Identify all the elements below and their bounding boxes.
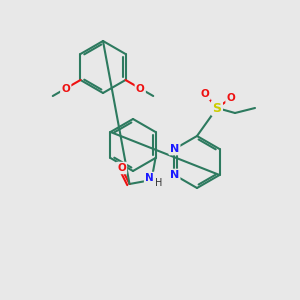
Text: N: N xyxy=(170,144,179,154)
Text: O: O xyxy=(136,83,145,94)
Text: O: O xyxy=(117,163,126,173)
Text: N: N xyxy=(145,173,154,183)
Text: S: S xyxy=(212,101,221,115)
Text: O: O xyxy=(201,89,209,99)
Text: H: H xyxy=(155,178,162,188)
Text: O: O xyxy=(226,93,236,103)
Text: O: O xyxy=(61,83,70,94)
Text: N: N xyxy=(170,170,179,180)
